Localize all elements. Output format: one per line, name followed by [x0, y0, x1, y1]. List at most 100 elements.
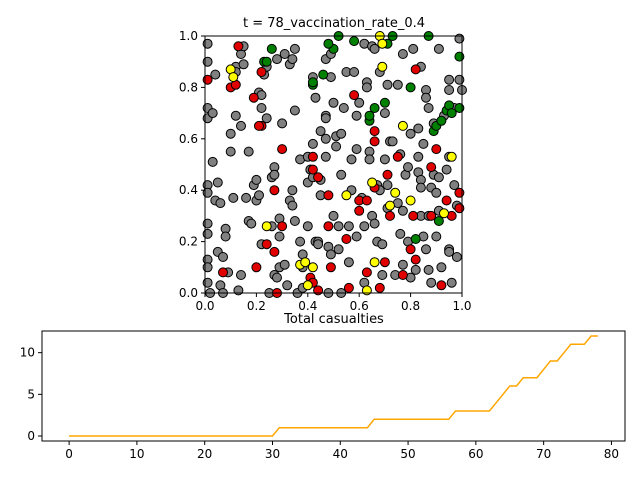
yellow-agent-point: [361, 285, 372, 296]
gray-agent-point: [441, 164, 452, 175]
gray-agent-point: [207, 108, 218, 119]
gray-agent-point: [444, 74, 455, 85]
red-agent-point: [410, 64, 421, 75]
red-agent-point: [436, 280, 447, 291]
red-agent-point: [392, 151, 403, 162]
gray-agent-point: [418, 138, 429, 149]
red-agent-point: [269, 246, 280, 257]
red-agent-point: [277, 221, 288, 232]
green-agent-point: [323, 38, 334, 49]
gray-agent-point: [289, 43, 300, 54]
gray-agent-point: [343, 257, 354, 268]
gray-agent-point: [289, 216, 300, 226]
gray-agent-point: [369, 43, 380, 54]
gray-agent-point: [333, 244, 344, 255]
line-x-tick-label: 80: [604, 447, 619, 461]
yellow-agent-point: [228, 72, 239, 83]
gray-agent-point: [320, 113, 331, 124]
yellow-agent-point: [397, 120, 408, 131]
line-y-axis: 0 5 10: [20, 346, 42, 443]
gray-agent-point: [410, 264, 421, 275]
yellow-agent-point: [390, 187, 401, 198]
gray-agent-point: [338, 103, 349, 113]
gray-agent-point: [320, 151, 331, 162]
gray-agent-point: [295, 236, 306, 247]
gray-agent-point: [315, 126, 326, 137]
gray-agent-point: [444, 246, 455, 257]
green-agent-point: [261, 56, 272, 67]
gray-agent-point: [302, 221, 313, 232]
red-agent-point: [261, 239, 272, 250]
gray-agent-point: [328, 210, 339, 221]
gray-agent-point: [413, 123, 424, 134]
gray-agent-point: [313, 239, 324, 250]
green-agent-point: [364, 110, 375, 121]
gray-agent-point: [218, 252, 228, 262]
gray-agent-point: [454, 74, 465, 85]
gray-agent-point: [243, 146, 254, 157]
gray-agent-point: [364, 154, 375, 165]
scatter-x-tick-label: 0.6: [350, 299, 369, 313]
scatter-y-tick-label: 0.4: [179, 183, 198, 197]
gray-agent-point: [287, 54, 298, 65]
gray-agent-point: [403, 162, 413, 173]
red-agent-point: [431, 144, 442, 155]
gray-agent-point: [349, 67, 360, 77]
gray-agent-point: [361, 82, 372, 93]
gray-agent-point: [282, 280, 293, 291]
gray-agent-point: [397, 205, 408, 216]
scatter-x-tick-label: 1.0: [452, 299, 471, 313]
gray-agent-point: [343, 221, 354, 232]
gray-agent-point: [333, 221, 344, 232]
red-agent-point: [233, 41, 244, 52]
gray-agent-point: [236, 270, 246, 280]
line-x-tick-label: 0: [65, 447, 73, 461]
scatter-y-tick-label: 0.2: [179, 235, 198, 249]
red-agent-point: [397, 270, 408, 280]
red-agent-point: [369, 126, 380, 137]
gray-agent-point: [230, 110, 241, 121]
casualties-series-line: [69, 335, 598, 437]
gray-agent-point: [207, 156, 218, 167]
gray-agent-point: [421, 244, 431, 255]
yellow-agent-point: [405, 195, 416, 206]
red-agent-point: [385, 210, 395, 221]
yellow-agent-point: [439, 208, 449, 219]
gray-agent-point: [202, 277, 213, 288]
gray-agent-point: [202, 38, 213, 49]
gray-agent-point: [392, 79, 403, 90]
yellow-agent-point: [377, 61, 388, 72]
red-agent-point: [251, 262, 262, 273]
red-agent-point: [202, 74, 213, 85]
gray-agent-point: [351, 231, 362, 242]
gray-agent-point: [279, 49, 290, 59]
gray-agent-point: [433, 43, 444, 54]
line-x-tick-label: 10: [129, 447, 144, 461]
gray-agent-point: [228, 192, 239, 203]
red-agent-point: [277, 144, 288, 155]
red-agent-point: [325, 262, 336, 273]
scatter-x-axis: 0.0 0.2 0.4 0.6 0.8 1.0: [195, 293, 472, 313]
green-agent-point: [266, 43, 277, 54]
gray-agent-point: [387, 136, 398, 147]
gray-agent-point: [269, 169, 280, 180]
red-agent-point: [354, 205, 365, 216]
line-x-tick-label: 60: [468, 447, 483, 461]
yellow-agent-point: [377, 38, 388, 49]
gray-agent-point: [307, 138, 318, 149]
gray-agent-point: [346, 154, 357, 165]
red-agent-point: [269, 185, 280, 196]
gray-agent-point: [415, 182, 426, 193]
green-agent-point: [446, 108, 457, 119]
green-agent-point: [454, 51, 465, 62]
red-agent-point: [454, 203, 465, 214]
gray-agent-point: [325, 249, 336, 260]
gray-agent-point: [225, 146, 236, 157]
line-title: Total casualties: [283, 312, 384, 327]
yellow-agent-point: [300, 257, 311, 268]
scatter-y-tick-label: 0.0: [179, 286, 198, 300]
yellow-agent-point: [341, 190, 352, 201]
green-agent-point: [307, 77, 318, 88]
scatter-title: t = 78_vaccination_rate_0.4: [243, 16, 425, 31]
green-agent-point: [369, 103, 380, 113]
